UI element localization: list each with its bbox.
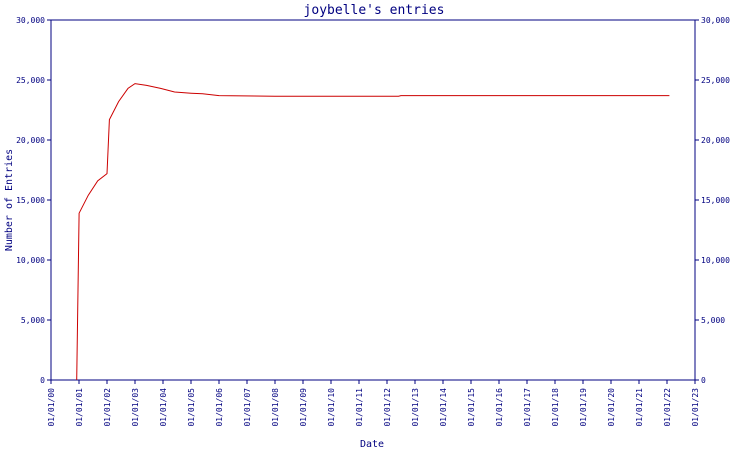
x-axis: 01/01/00 01/01/01 01/01/02 01/01/03 01/01/04… [47, 380, 700, 427]
y-axis-left: 0 5,000 10,000 15,000 20,000 25,000 30,000 [16, 16, 51, 385]
x-tick-label: 01/01/10 [327, 388, 336, 427]
x-tick-label: 01/01/17 [523, 388, 532, 427]
x-tick-label: 01/01/11 [355, 388, 364, 427]
y-tick-label: 5,000 [21, 316, 45, 325]
y-tick-label: 15,000 [16, 196, 45, 205]
x-axis-label: Date [360, 439, 384, 450]
y-axis-right: 0 5,000 10,000 15,000 20,000 25,000 30,000 [695, 16, 730, 385]
x-tick-label: 01/01/07 [243, 388, 252, 427]
series-layer [76, 83, 670, 381]
x-tick-label: 01/01/14 [439, 388, 448, 427]
x-tick-label: 01/01/16 [495, 388, 504, 427]
x-tick-label: 01/01/20 [607, 388, 616, 427]
x-tick-label: 01/01/08 [271, 388, 280, 427]
y-tick-label: 20,000 [16, 136, 45, 145]
x-tick-label: 01/01/02 [103, 388, 112, 427]
x-tick-label: 01/01/09 [299, 388, 308, 427]
y-axis-label: Number of Entries [4, 149, 15, 251]
x-tick-label: 01/01/06 [215, 388, 224, 427]
plot-frame [50, 19, 696, 381]
series-line [76, 83, 670, 381]
y-tick-label-right: 0 [701, 376, 706, 385]
x-tick-label: 01/01/13 [411, 388, 420, 427]
y-tick-label: 10,000 [16, 256, 45, 265]
x-tick-label: 01/01/04 [159, 388, 168, 427]
x-tick-label: 01/01/19 [579, 388, 588, 427]
y-tick-label-right: 10,000 [701, 256, 730, 265]
y-tick-label-right: 20,000 [701, 136, 730, 145]
y-tick-label-right: 25,000 [701, 76, 730, 85]
x-tick-label: 01/01/00 [47, 388, 56, 427]
y-tick-label: 0 [40, 376, 45, 385]
y-tick-label: 25,000 [16, 76, 45, 85]
x-tick-label: 01/01/21 [635, 388, 644, 427]
x-tick-label: 01/01/12 [383, 388, 392, 427]
x-tick-label: 01/01/05 [187, 388, 196, 427]
x-tick-label: 01/01/22 [663, 388, 672, 427]
y-tick-label: 30,000 [16, 16, 45, 25]
x-tick-label: 01/01/18 [551, 388, 560, 427]
y-tick-label-right: 30,000 [701, 16, 730, 25]
x-tick-label: 01/01/15 [467, 388, 476, 427]
chart-title: joybelle's entries [304, 3, 445, 18]
x-tick-label: 01/01/23 [691, 388, 700, 427]
y-tick-label-right: 15,000 [701, 196, 730, 205]
x-tick-label: 01/01/03 [131, 388, 140, 427]
x-tick-label: 01/01/01 [75, 388, 84, 427]
y-tick-label-right: 5,000 [701, 316, 725, 325]
